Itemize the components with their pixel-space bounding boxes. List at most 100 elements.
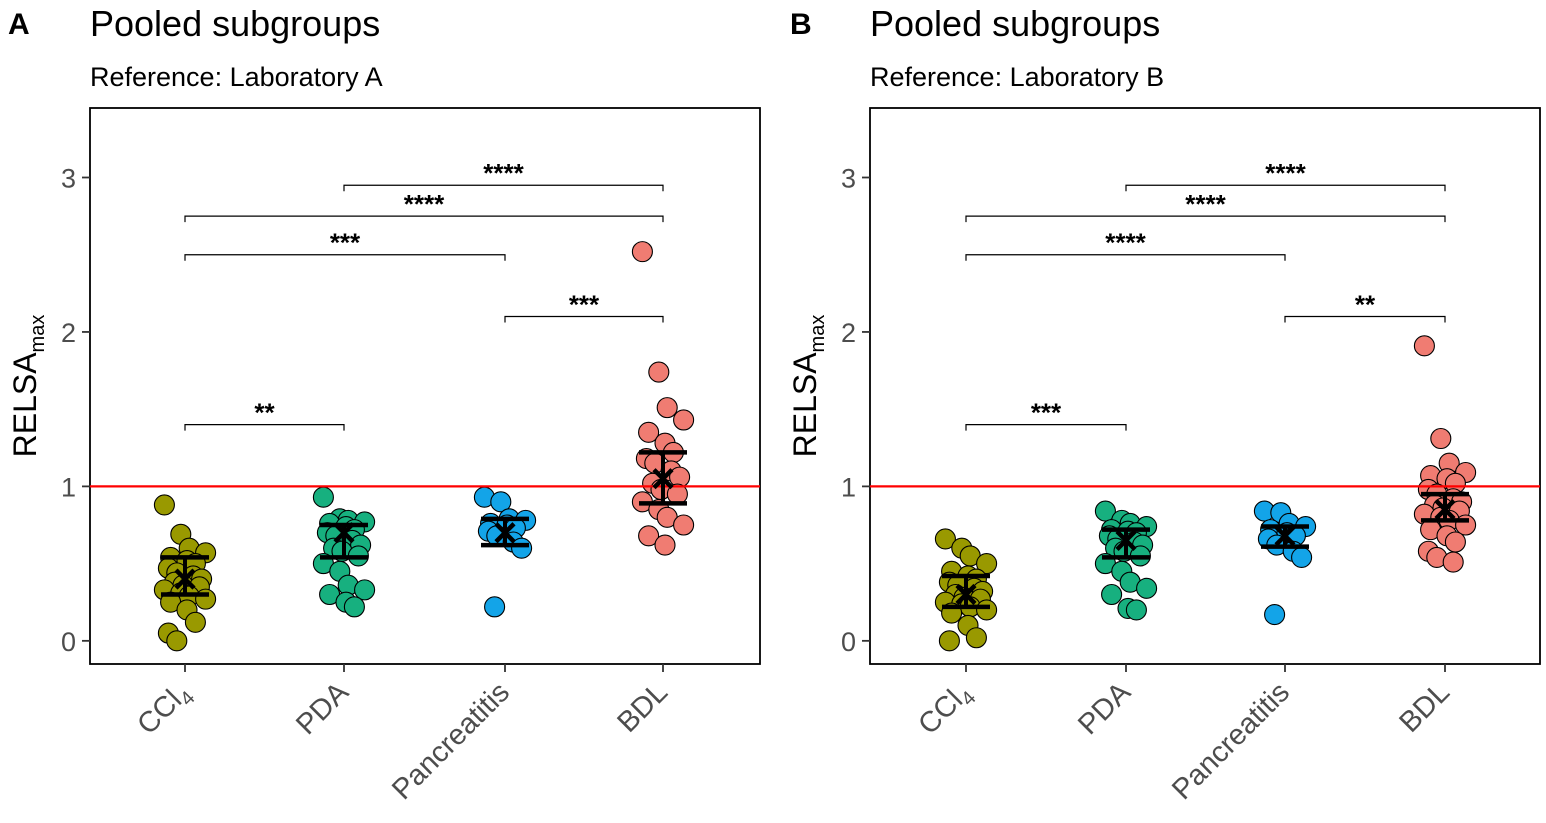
significance-bracket bbox=[1125, 184, 1446, 192]
y-tick-label: 0 bbox=[61, 627, 76, 657]
y-axis-label-main: RELSA bbox=[7, 352, 43, 458]
data-point bbox=[195, 588, 217, 610]
significance-bracket bbox=[184, 424, 345, 431]
significance-label: **** bbox=[1185, 189, 1226, 219]
chart-title: Pooled subgroups bbox=[90, 3, 380, 44]
significance-label: ** bbox=[1355, 290, 1376, 320]
y-axis-label: RELSAmax bbox=[7, 315, 49, 458]
y-tick-label: 2 bbox=[841, 318, 856, 348]
x-category-label: BDL bbox=[1393, 676, 1456, 739]
chart-subtitle: Reference: Laboratory B bbox=[870, 62, 1164, 92]
data-point bbox=[184, 611, 206, 633]
significance-bracket bbox=[1284, 315, 1446, 323]
significance-label: *** bbox=[1031, 398, 1062, 428]
x-category-label-main: PDA bbox=[290, 676, 355, 741]
mean-marker bbox=[174, 568, 196, 590]
data-point bbox=[354, 579, 376, 601]
significance-bracket bbox=[504, 315, 664, 323]
y-axis-label: RELSAmax bbox=[787, 315, 829, 458]
significance-bracket bbox=[965, 254, 1286, 261]
data-point bbox=[490, 491, 512, 513]
chart-subtitle: Reference: Laboratory A bbox=[90, 62, 383, 92]
y-tick-label: 2 bbox=[61, 318, 76, 348]
data-point bbox=[1136, 577, 1158, 599]
significance-label: **** bbox=[483, 158, 524, 188]
significance-label: ** bbox=[254, 398, 275, 428]
data-point bbox=[1291, 546, 1313, 568]
plot-frame bbox=[89, 107, 761, 665]
x-category-label: CCl4 bbox=[131, 676, 199, 744]
data-point bbox=[976, 599, 998, 621]
panel-letter: A bbox=[8, 8, 30, 41]
series-bdl bbox=[631, 241, 695, 556]
data-point bbox=[938, 630, 960, 652]
series-pancreatitis bbox=[473, 486, 537, 618]
data-point bbox=[965, 627, 987, 649]
significance-label: *** bbox=[330, 228, 361, 258]
x-category-label: CCl4 bbox=[912, 676, 980, 744]
mean-marker bbox=[1115, 529, 1137, 552]
data-point bbox=[638, 421, 660, 443]
data-point bbox=[1413, 335, 1435, 357]
data-point bbox=[1125, 599, 1147, 621]
data-point bbox=[511, 537, 533, 559]
data-point bbox=[312, 486, 334, 508]
y-tick-label: 3 bbox=[61, 164, 76, 194]
x-category-label-main: BDL bbox=[611, 676, 674, 739]
data-point bbox=[673, 409, 695, 431]
mean-marker bbox=[1274, 525, 1296, 547]
data-point bbox=[673, 514, 695, 536]
mean-marker bbox=[955, 583, 977, 606]
significance-bracket bbox=[965, 215, 1446, 223]
data-point bbox=[343, 596, 365, 618]
x-category-label: BDL bbox=[611, 676, 674, 739]
mean-marker bbox=[494, 522, 516, 544]
significance-label: *** bbox=[569, 290, 600, 320]
series-pancreatitis bbox=[1253, 500, 1317, 626]
panel-letter: B bbox=[790, 8, 812, 41]
y-tick-label: 1 bbox=[841, 472, 856, 502]
x-category-label: Pancreatitis bbox=[386, 676, 516, 806]
data-point bbox=[976, 553, 998, 575]
chart-title: Pooled subgroups bbox=[870, 3, 1160, 44]
data-point bbox=[656, 397, 678, 419]
x-category-label-main: BDL bbox=[1393, 676, 1456, 739]
significance-label: **** bbox=[404, 189, 445, 219]
significance-label: **** bbox=[1105, 228, 1146, 258]
x-category-label-main: PDA bbox=[1072, 676, 1137, 741]
y-axis-label-sub: max bbox=[807, 315, 829, 353]
series-pda bbox=[1094, 500, 1158, 621]
y-axis-label-sub: max bbox=[27, 315, 49, 353]
significance-bracket bbox=[184, 215, 664, 223]
series-bdl bbox=[1413, 335, 1477, 573]
data-point bbox=[153, 494, 175, 516]
significance-bracket bbox=[965, 424, 1127, 431]
mean-marker bbox=[333, 522, 355, 544]
x-category-label: Pancreatitis bbox=[1166, 676, 1296, 806]
panel-a: A Pooled subgroups Reference: Laboratory A… bbox=[7, 3, 761, 806]
data-point bbox=[654, 534, 676, 556]
mean-marker bbox=[1434, 498, 1456, 521]
data-point bbox=[934, 528, 956, 550]
data-point bbox=[1430, 427, 1452, 450]
panel-b: B Pooled subgroups Reference: Laboratory B… bbox=[787, 3, 1541, 806]
significance-bracket bbox=[343, 184, 664, 192]
mean-marker bbox=[652, 468, 674, 490]
x-category-label-main: Pancreatitis bbox=[386, 676, 516, 806]
y-tick-label: 0 bbox=[841, 627, 856, 657]
y-axis-label-main: RELSA bbox=[787, 352, 823, 458]
significance-label: **** bbox=[1265, 158, 1306, 188]
y-tick-label: 1 bbox=[61, 472, 76, 502]
data-point bbox=[631, 241, 653, 263]
data-point bbox=[484, 596, 506, 618]
x-category-label: PDA bbox=[290, 676, 355, 741]
data-point bbox=[1264, 604, 1286, 626]
plot-frame bbox=[869, 107, 1541, 665]
significance-bracket bbox=[184, 254, 506, 261]
data-point bbox=[1444, 531, 1466, 553]
data-point bbox=[166, 630, 188, 652]
y-tick-label: 3 bbox=[841, 164, 856, 194]
x-category-label: PDA bbox=[1072, 676, 1137, 741]
x-category-label-main: Pancreatitis bbox=[1166, 676, 1296, 806]
